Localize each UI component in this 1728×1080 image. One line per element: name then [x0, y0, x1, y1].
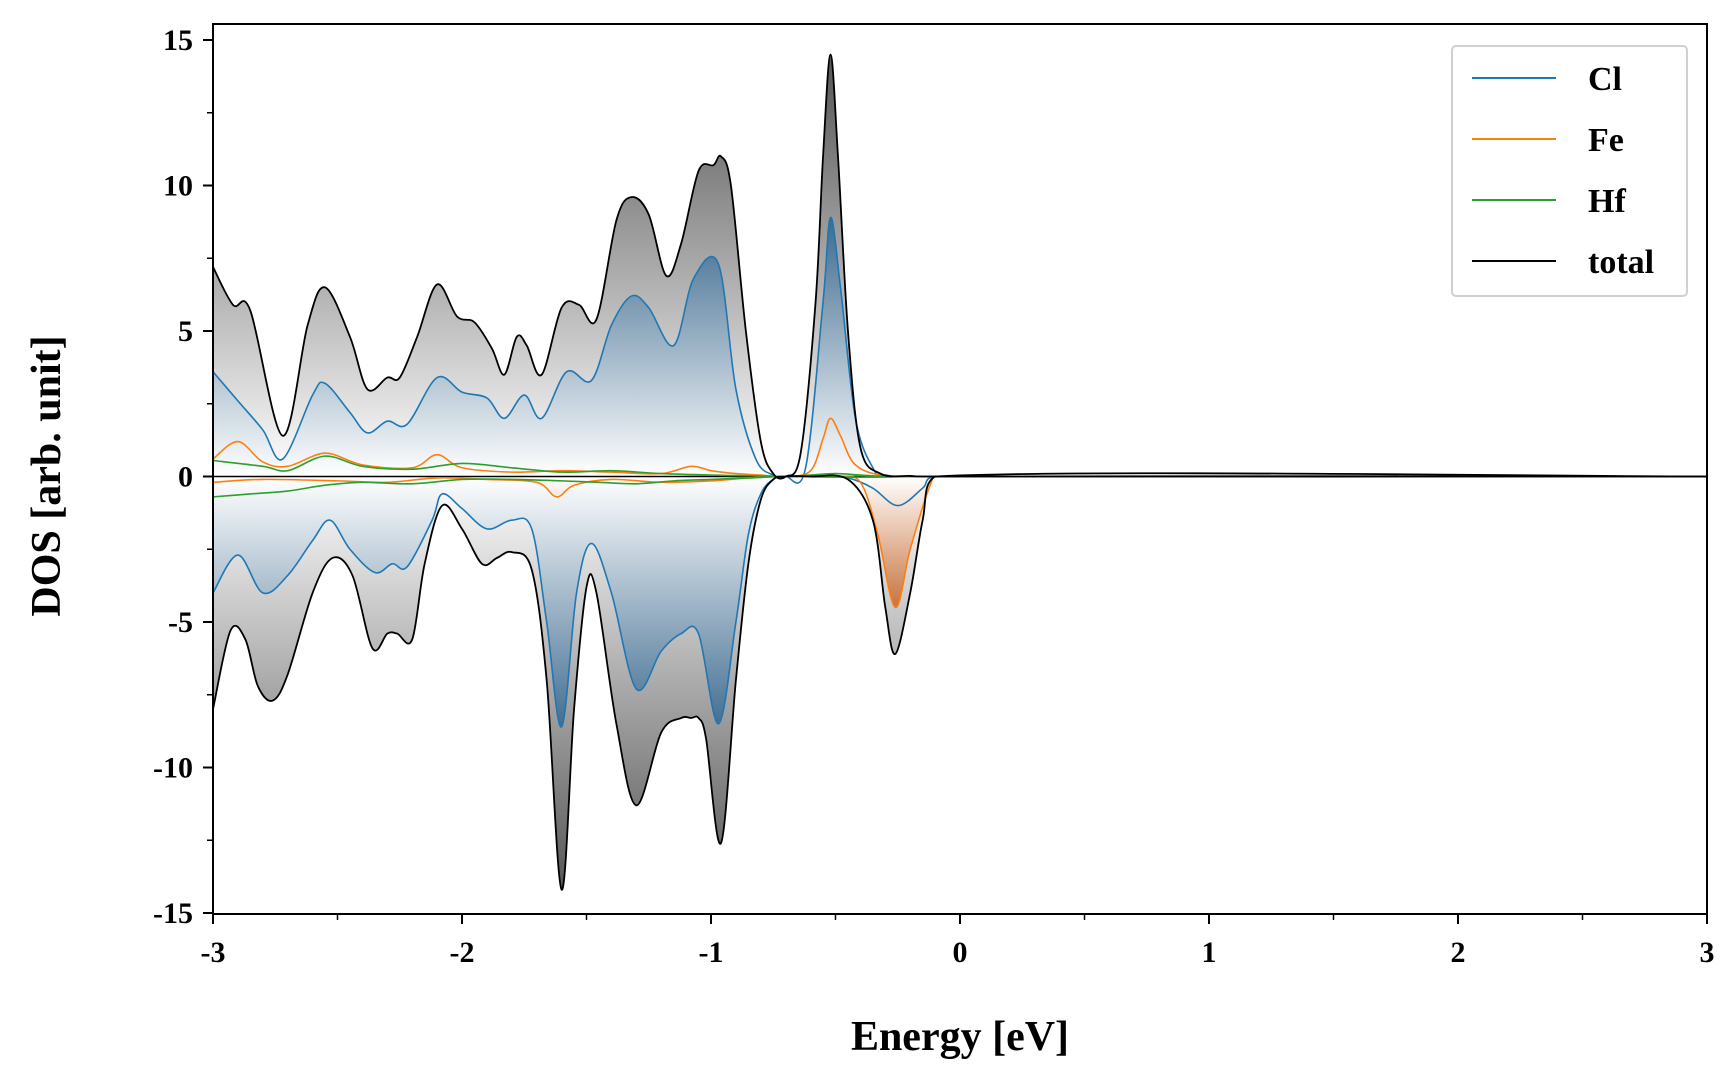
total-spin-up-line	[213, 53, 1707, 480]
cl-spin-down-fill	[213, 475, 1707, 727]
x-tick-label: 2	[1451, 936, 1466, 969]
x-tick-label: 1	[1202, 936, 1217, 969]
y-tick-label: -10	[153, 752, 193, 785]
legend-box	[1451, 45, 1688, 297]
x-tick-label: 3	[1700, 936, 1715, 969]
legend-label-cl: Cl	[1588, 61, 1622, 98]
y-tick-label: 5	[178, 315, 193, 348]
fill-layer	[213, 54, 1707, 890]
y-tick-label: -15	[153, 897, 193, 930]
x-tick-label: -3	[201, 936, 226, 969]
series-lines	[213, 53, 1707, 891]
cl-spin-up-line	[213, 216, 1707, 484]
cl-spin-up-fill	[213, 217, 1707, 484]
legend-label-fe: Fe	[1588, 122, 1624, 159]
y-tick-label: 0	[178, 461, 193, 494]
total-spin-down-line	[213, 472, 1707, 891]
y-tick-label: -5	[168, 606, 193, 639]
x-tick-label: -1	[699, 936, 724, 969]
legend: Cl Fe Hf total	[1451, 45, 1688, 297]
fe-spin-up-line	[213, 417, 1707, 478]
total-spin-down-fill	[213, 473, 1707, 890]
legend-label-hf: Hf	[1588, 183, 1626, 220]
y-tick-label: 10	[163, 170, 193, 203]
x-tick-label: -2	[450, 936, 475, 969]
x-axis-label: Energy [eV]	[851, 1014, 1069, 1060]
y-tick-label: 15	[163, 24, 193, 57]
total-spin-up-fill	[213, 54, 1707, 479]
legend-label-total: total	[1588, 244, 1654, 281]
y-axis-label: DOS [arb. unit]	[24, 335, 70, 616]
x-tick-label: 0	[953, 936, 968, 969]
cl-spin-down-line	[213, 474, 1707, 728]
